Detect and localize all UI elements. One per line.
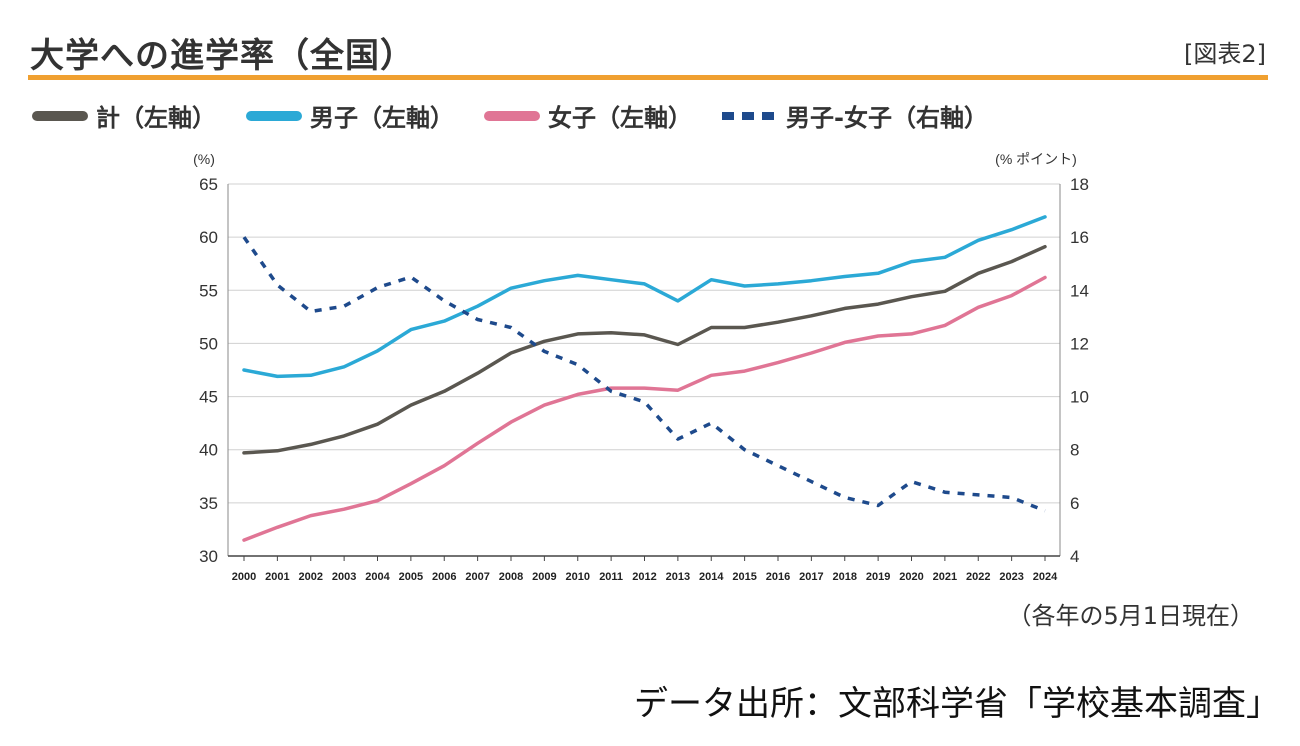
legend: 計（左軸） 男子（左軸） 女子（左軸） 男子-女子（右軸） bbox=[32, 98, 988, 133]
left-axis-unit: (%) bbox=[193, 151, 215, 167]
legend-label-female: 女子（左軸） bbox=[548, 104, 692, 132]
left-tick-label: 40 bbox=[199, 441, 218, 460]
series-gap-line bbox=[242, 236, 1046, 513]
figure-label: [図表2] bbox=[1184, 40, 1266, 68]
series-total-line bbox=[242, 244, 1047, 455]
chart-title: 大学への進学率（全国） bbox=[30, 36, 415, 76]
x-tick-label: 2008 bbox=[499, 571, 523, 583]
x-tick-label: 2015 bbox=[732, 571, 756, 583]
series-lines bbox=[242, 215, 1047, 542]
x-tick-label: 2002 bbox=[299, 571, 323, 583]
left-axis-ticks: 30 35 40 45 50 55 60 65 bbox=[199, 175, 218, 566]
x-tick-label: 2021 bbox=[933, 571, 957, 583]
right-tick-label: 10 bbox=[1070, 388, 1089, 407]
x-tick-label: 2019 bbox=[866, 571, 890, 583]
legend-label-male: 男子（左軸） bbox=[310, 104, 454, 132]
x-tick-label: 2001 bbox=[265, 571, 289, 583]
series-male-line bbox=[242, 215, 1047, 379]
x-tick-label: 2024 bbox=[1033, 571, 1058, 583]
x-tick-label: 2016 bbox=[766, 571, 790, 583]
x-tick-label: 2000 bbox=[232, 571, 256, 583]
x-axis-ticks: 2000 2001 2002 2003 2004 2005 2006 2007 2008 2009… bbox=[232, 556, 1058, 583]
legend-swatch-male bbox=[246, 110, 302, 121]
x-tick-label: 2005 bbox=[399, 571, 423, 583]
left-tick-label: 60 bbox=[199, 228, 218, 247]
right-tick-label: 16 bbox=[1070, 228, 1089, 247]
legend-item-total: 計（左軸） bbox=[32, 98, 216, 133]
legend-item-male: 男子（左軸） bbox=[246, 98, 454, 133]
left-tick-label: 35 bbox=[199, 494, 218, 513]
x-tick-label: 2009 bbox=[532, 571, 556, 583]
data-source: データ出所：文部科学省「学校基本調査」 bbox=[634, 684, 1280, 724]
right-axis-ticks: 4 6 8 10 12 14 16 18 bbox=[1070, 175, 1089, 566]
right-tick-label: 8 bbox=[1070, 441, 1079, 460]
x-tick-label: 2022 bbox=[966, 571, 990, 583]
legend-swatch-total bbox=[32, 110, 88, 121]
right-tick-label: 4 bbox=[1070, 547, 1079, 566]
x-tick-label: 2017 bbox=[799, 571, 823, 583]
right-tick-label: 6 bbox=[1070, 494, 1079, 513]
x-tick-label: 2012 bbox=[632, 571, 656, 583]
right-tick-label: 18 bbox=[1070, 175, 1089, 194]
left-tick-label: 65 bbox=[199, 175, 218, 194]
x-tick-label: 2004 bbox=[365, 571, 390, 583]
left-tick-label: 55 bbox=[199, 281, 218, 300]
legend-item-female: 女子（左軸） bbox=[484, 98, 692, 133]
x-tick-label: 2011 bbox=[599, 571, 623, 583]
legend-swatch-female bbox=[484, 110, 540, 121]
right-axis-unit: (% ポイント) bbox=[995, 151, 1077, 167]
left-tick-label: 30 bbox=[199, 547, 218, 566]
legend-swatch-gap bbox=[722, 111, 778, 120]
date-note: （各年の5月1日現在） bbox=[1007, 602, 1254, 630]
left-tick-label: 45 bbox=[199, 388, 218, 407]
x-tick-label: 2020 bbox=[899, 571, 923, 583]
grid-lines bbox=[227, 183, 1061, 557]
x-tick-label: 2007 bbox=[465, 571, 489, 583]
x-tick-label: 2010 bbox=[566, 571, 590, 583]
x-tick-label: 2014 bbox=[699, 571, 724, 583]
x-tick-label: 2013 bbox=[666, 571, 690, 583]
right-tick-label: 12 bbox=[1070, 334, 1089, 353]
right-tick-label: 14 bbox=[1070, 281, 1089, 300]
x-tick-label: 2003 bbox=[332, 571, 356, 583]
legend-label-gap: 男子-女子（右軸） bbox=[786, 104, 988, 132]
series-female-line bbox=[242, 275, 1047, 542]
x-tick-label: 2018 bbox=[833, 571, 857, 583]
legend-item-gap: 男子-女子（右軸） bbox=[722, 98, 988, 133]
title-underline bbox=[28, 75, 1268, 80]
x-tick-label: 2023 bbox=[999, 571, 1023, 583]
x-tick-label: 2006 bbox=[432, 571, 456, 583]
legend-label-total: 計（左軸） bbox=[96, 104, 216, 132]
left-tick-label: 50 bbox=[199, 334, 218, 353]
